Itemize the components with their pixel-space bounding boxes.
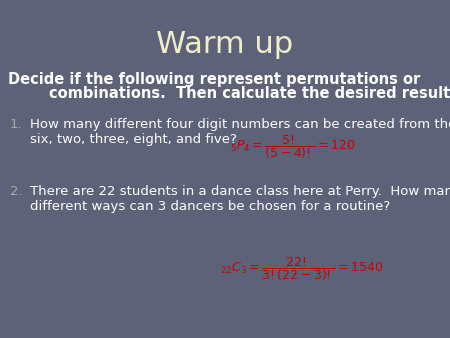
Text: different ways can 3 dancers be chosen for a routine?: different ways can 3 dancers be chosen f… xyxy=(30,200,390,213)
Text: Decide if the following represent permutations or: Decide if the following represent permut… xyxy=(8,72,420,87)
Text: 2.: 2. xyxy=(10,185,22,198)
Text: Warm up: Warm up xyxy=(157,30,293,59)
Text: There are 22 students in a dance class here at Perry.  How many: There are 22 students in a dance class h… xyxy=(30,185,450,198)
Text: How many different four digit numbers can be created from the numbers: How many different four digit numbers ca… xyxy=(30,118,450,131)
Text: $_{5}P_{4} = \dfrac{5!}{(5-4)!} = 120$: $_{5}P_{4} = \dfrac{5!}{(5-4)!} = 120$ xyxy=(230,133,355,161)
Text: 1.: 1. xyxy=(10,118,22,131)
Text: $_{22}C_{3} = \dfrac{22!}{3!(22-3)!} = 1540$: $_{22}C_{3} = \dfrac{22!}{3!(22-3)!} = 1… xyxy=(220,255,383,283)
Text: combinations.  Then calculate the desired results.: combinations. Then calculate the desired… xyxy=(8,86,450,101)
Text: six, two, three, eight, and five?: six, two, three, eight, and five? xyxy=(30,133,237,146)
